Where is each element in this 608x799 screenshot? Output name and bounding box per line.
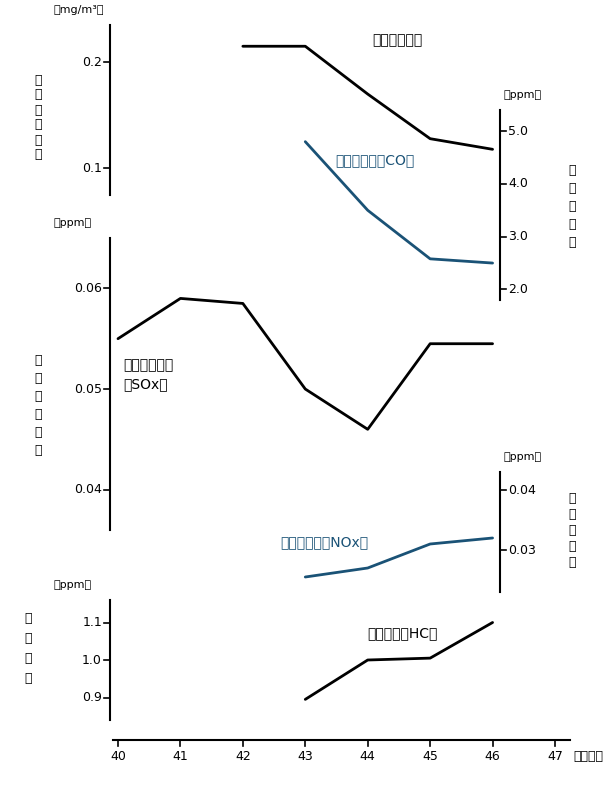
Text: 47: 47	[547, 750, 563, 763]
Text: 43: 43	[297, 750, 313, 763]
Text: 水: 水	[24, 651, 32, 665]
Text: 炭: 炭	[24, 611, 32, 625]
Text: 物: 物	[34, 443, 42, 456]
Text: 41: 41	[173, 750, 188, 763]
Text: 炭: 炭	[568, 217, 576, 230]
Text: 1.0: 1.0	[82, 654, 102, 666]
Text: 化: 化	[34, 426, 42, 439]
Text: 0.2: 0.2	[82, 56, 102, 69]
Text: 浮遊ふんじん: 浮遊ふんじん	[373, 33, 423, 47]
Text: 40: 40	[110, 750, 126, 763]
Text: いおう酸化物
（SOx）: いおう酸化物 （SOx）	[123, 359, 173, 391]
Text: 0.1: 0.1	[82, 162, 102, 175]
Text: （ppm）: （ppm）	[504, 90, 542, 100]
Text: 遊: 遊	[34, 89, 42, 101]
Text: 炭化水素（HC）: 炭化水素（HC）	[368, 626, 438, 640]
Text: 0.9: 0.9	[82, 691, 102, 704]
Text: 5.0: 5.0	[508, 125, 528, 137]
Text: 窒素酸化物（NOx）: 窒素酸化物（NOx）	[280, 535, 368, 549]
Text: 窒: 窒	[568, 491, 576, 504]
Text: 1.1: 1.1	[82, 616, 102, 629]
Text: い: い	[34, 353, 42, 367]
Text: 0.06: 0.06	[74, 282, 102, 295]
Text: （mg/m³）: （mg/m³）	[53, 5, 103, 15]
Text: 0.03: 0.03	[508, 543, 536, 556]
Text: 42: 42	[235, 750, 250, 763]
Text: （ppm）: （ppm）	[53, 218, 91, 228]
Text: 46: 46	[485, 750, 500, 763]
Text: 化: 化	[568, 200, 576, 213]
Text: う: う	[34, 389, 42, 403]
Text: 化: 化	[568, 539, 576, 552]
Text: 素: 素	[24, 671, 32, 685]
Text: （年度）: （年度）	[573, 750, 603, 763]
Text: ん: ん	[34, 149, 42, 161]
Text: お: お	[34, 372, 42, 384]
Text: （ppm）: （ppm）	[53, 580, 91, 590]
Text: （ppm）: （ppm）	[504, 452, 542, 462]
Text: 45: 45	[422, 750, 438, 763]
Text: 0.04: 0.04	[508, 483, 536, 496]
Text: 酸: 酸	[34, 407, 42, 420]
Text: 化: 化	[24, 631, 32, 645]
Text: 一: 一	[568, 164, 576, 177]
Text: 浮: 浮	[34, 74, 42, 86]
Text: 物: 物	[568, 555, 576, 569]
Text: 酸: 酸	[568, 523, 576, 536]
Text: 一酸化炭素（CO）: 一酸化炭素（CO）	[335, 153, 415, 168]
Text: 0.04: 0.04	[74, 483, 102, 496]
Text: 2.0: 2.0	[508, 283, 528, 296]
Text: 4.0: 4.0	[508, 177, 528, 190]
Text: 0.05: 0.05	[74, 383, 102, 396]
Text: じ: じ	[34, 133, 42, 146]
Text: ふ: ふ	[34, 104, 42, 117]
Text: 44: 44	[360, 750, 376, 763]
Text: 素: 素	[568, 236, 576, 248]
Text: 3.0: 3.0	[508, 230, 528, 243]
Text: ん: ん	[34, 118, 42, 132]
Text: 素: 素	[568, 507, 576, 520]
Text: 酸: 酸	[568, 181, 576, 194]
